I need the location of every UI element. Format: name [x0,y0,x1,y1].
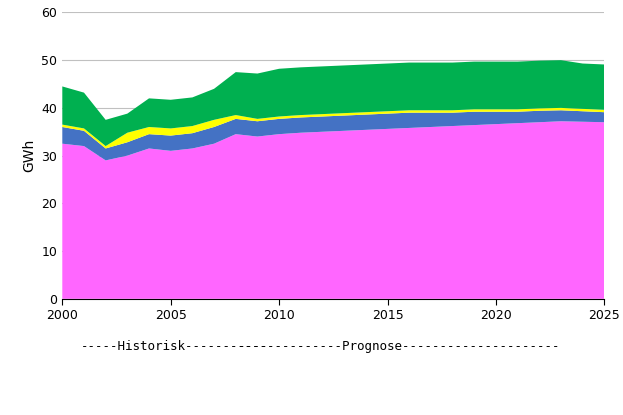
Text: --------------Prognose---------------------: --------------Prognose------------------… [237,340,560,353]
Text: -----Historisk-----------: -----Historisk----------- [81,340,268,353]
Y-axis label: GWh: GWh [22,139,36,172]
